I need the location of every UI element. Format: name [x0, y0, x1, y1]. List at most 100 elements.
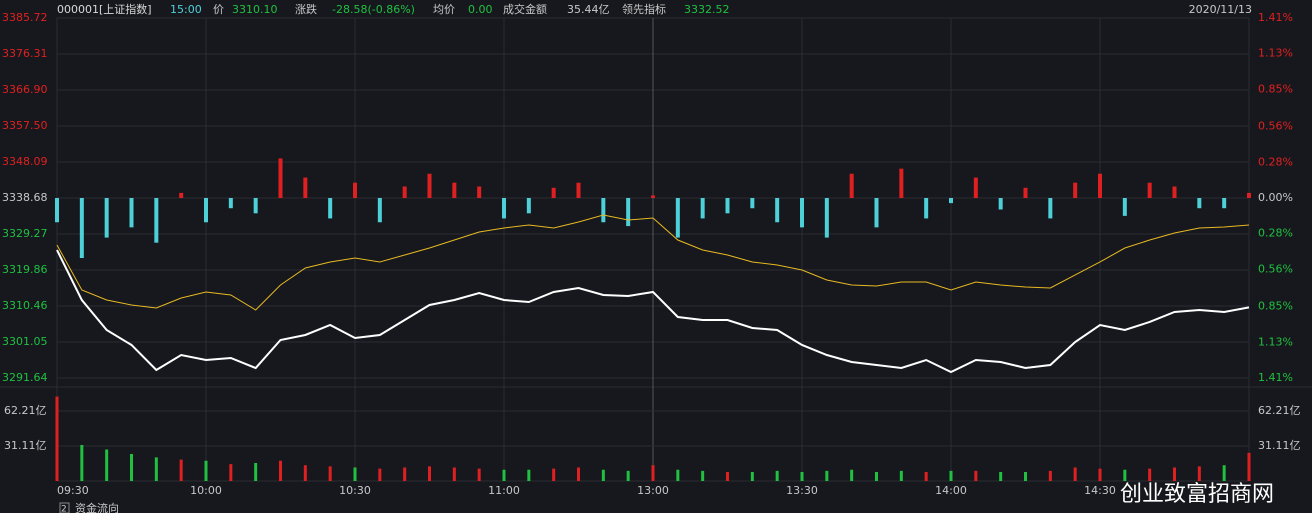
date: 2020/11/13: [1189, 3, 1252, 16]
lead-bar: [228, 198, 233, 209]
volume-bar: [949, 470, 953, 481]
price-line: [56, 249, 1250, 374]
lead-bar: [576, 182, 581, 198]
volume-bar: [452, 467, 456, 481]
volume-bar: [254, 462, 258, 481]
lead-bar: [651, 195, 655, 198]
volume-bar: [999, 471, 1003, 481]
lead-bar: [477, 186, 482, 198]
lead-bar: [800, 198, 804, 228]
volume-bar: [1173, 467, 1176, 481]
lead-bar: [750, 198, 755, 209]
lead-bar: [1197, 198, 1202, 209]
lead-bar: [328, 198, 333, 219]
amount-label: 成交金额: [503, 2, 547, 16]
lead-bar: [924, 198, 929, 219]
volume-tick-label: 31.11亿: [4, 439, 47, 452]
volume-tick-label-right: 31.11亿: [1258, 439, 1301, 452]
avg-label: 均价: [433, 3, 455, 16]
volume-bar: [428, 466, 431, 481]
lead-bar: [377, 198, 382, 223]
lead-bar: [700, 198, 705, 219]
x-tick-label: 13:00: [637, 484, 669, 497]
y2-tick-label: 0.28%: [1258, 155, 1293, 168]
volume-bar: [577, 467, 580, 481]
avg: 0.00: [468, 3, 493, 16]
y-tick-label: 3310.46: [2, 299, 48, 312]
lead-bar: [824, 198, 829, 238]
y-tick-label: 3291.64: [2, 371, 48, 384]
volume-bar: [825, 470, 829, 481]
price-line: [56, 214, 1250, 311]
lead-bar: [253, 198, 258, 214]
lead-bar: [179, 192, 184, 198]
y2-tick-label: 0.56%: [1258, 120, 1293, 133]
volume-bar: [105, 449, 109, 481]
price: 3310.10: [232, 3, 278, 16]
y-tick-label: 3301.05: [2, 335, 48, 348]
volume-bar: [80, 444, 84, 481]
lead-bar: [1122, 198, 1127, 216]
lead-bar: [204, 198, 208, 223]
lead-bar: [949, 198, 953, 204]
volume-bar: [1222, 465, 1226, 481]
lead-bar: [278, 158, 283, 198]
lead-bar: [452, 182, 457, 198]
change: -28.58(-0.86%): [332, 3, 415, 16]
volume-bar: [303, 465, 307, 481]
volume-bar: [651, 465, 655, 481]
x-tick-label: 10:30: [339, 484, 371, 497]
volume-bar: [552, 468, 556, 481]
lead-bar: [427, 173, 432, 198]
y2-tick-label: 0.85%: [1258, 82, 1293, 95]
volume-bar: [378, 468, 382, 481]
amount: 35.44亿: [567, 3, 610, 16]
tab[interactable]: 资金流向: [75, 501, 119, 513]
volume-bar: [1024, 471, 1027, 481]
y2-tick-label: 0.28%: [1258, 227, 1293, 240]
volume-bar: [502, 469, 506, 481]
volume-bar: [229, 464, 233, 481]
lead-bar: [1247, 192, 1251, 198]
volume-bar: [179, 459, 183, 481]
lead-bar: [154, 198, 159, 243]
y2-tick-label: 0.00%: [1258, 191, 1293, 204]
y2-tick-label: 1.13%: [1258, 335, 1293, 348]
lead-bar: [899, 168, 904, 198]
y-tick-label: 3319.86: [2, 263, 48, 276]
lead-bar: [849, 173, 854, 198]
tab-box: [59, 502, 70, 513]
volume-bar: [974, 470, 978, 481]
lead-bar: [1147, 182, 1152, 198]
volume-bar: [1148, 468, 1152, 481]
lead: 3332.52: [684, 3, 730, 16]
y-tick-label: 3366.90: [2, 83, 48, 96]
lead-bar: [502, 198, 506, 219]
volume-tick-label-right: 62.21亿: [1258, 404, 1301, 417]
lead-bar: [973, 177, 978, 198]
volume-bar: [601, 469, 605, 481]
x-tick-label: 14:00: [935, 484, 967, 497]
y-tick-label: 3385.72: [2, 11, 48, 24]
y2-tick-label: 0.85%: [1258, 300, 1293, 313]
tab-number[interactable]: 2: [61, 505, 67, 513]
volume-bar: [899, 470, 903, 481]
x-tick-label: 13:30: [786, 484, 818, 497]
volume-bar: [154, 457, 158, 481]
x-tick-label: 14:30: [1084, 484, 1116, 497]
lead-bar: [725, 198, 730, 214]
volume-bar: [875, 471, 878, 481]
x-tick-label: 10:00: [190, 484, 222, 497]
lead-bar: [1222, 198, 1227, 209]
volume-bar: [279, 460, 282, 481]
volume-tick-label: 62.21亿: [4, 404, 47, 417]
lead-bar: [303, 177, 308, 198]
volume-bar: [204, 460, 208, 481]
lead-bar: [1073, 182, 1078, 198]
volume-bar: [1048, 470, 1052, 481]
y2-tick-label: 0.56%: [1258, 262, 1293, 275]
volume-bar: [924, 471, 928, 481]
lead-bar: [1023, 187, 1028, 198]
volume-bar: [676, 469, 680, 481]
time: 15:00: [170, 3, 202, 16]
